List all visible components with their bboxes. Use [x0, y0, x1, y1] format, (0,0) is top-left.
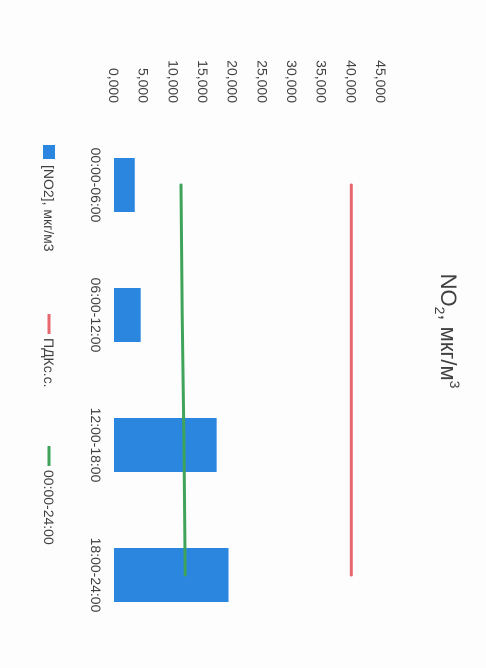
- x-tick-label: 12:00-18:00: [88, 408, 104, 483]
- chart-title-superscript: 3: [447, 381, 463, 389]
- plot-area: 0,000 5,000 10,000 15,000 20,000 25,000 30,000…: [88, 60, 389, 612]
- bar: [114, 548, 229, 602]
- y-tick-label: 20,000: [225, 60, 241, 103]
- y-tick-label: 25,000: [254, 60, 270, 103]
- y-tick-label: 40,000: [343, 60, 359, 103]
- y-tick-label: 5,000: [136, 68, 152, 103]
- legend-label: [NO2], мкг/м3: [41, 165, 57, 252]
- chart-title-subscript: 2: [432, 307, 448, 315]
- chart-title-main: NO: [436, 274, 461, 307]
- x-tick-label: 06:00-12:00: [88, 278, 104, 353]
- y-tick-label: 15,000: [195, 60, 211, 103]
- chart-rotated-group: NO2, мкг/м3 0,000 5,000 10,000 15,000 20,000…: [41, 60, 463, 612]
- y-tick-label: 10,000: [165, 60, 181, 103]
- bar: [114, 288, 141, 342]
- series-line: [179, 183, 187, 577]
- y-tick-label: 35,000: [314, 60, 330, 103]
- chart-title: NO2, мкг/м3: [432, 274, 463, 389]
- y-tick-label: 45,000: [373, 60, 389, 103]
- legend: [NO2], мкг/м3 ПДКс.с. 00:00-24:00: [41, 145, 57, 545]
- legend-swatch: [43, 145, 55, 159]
- bar: [114, 418, 217, 472]
- x-tick-label: 18:00-24:00: [88, 538, 104, 613]
- legend-label: 00:00-24:00: [41, 470, 57, 545]
- legend-label: ПДКс.с.: [41, 338, 57, 387]
- y-tick-label: 30,000: [284, 60, 300, 103]
- bar: [113, 158, 135, 212]
- y-tick-label: 0,000: [106, 68, 122, 103]
- x-tick-label: 00:00-06:00: [88, 148, 104, 223]
- chart-title-rest: , мкг/м: [436, 314, 461, 380]
